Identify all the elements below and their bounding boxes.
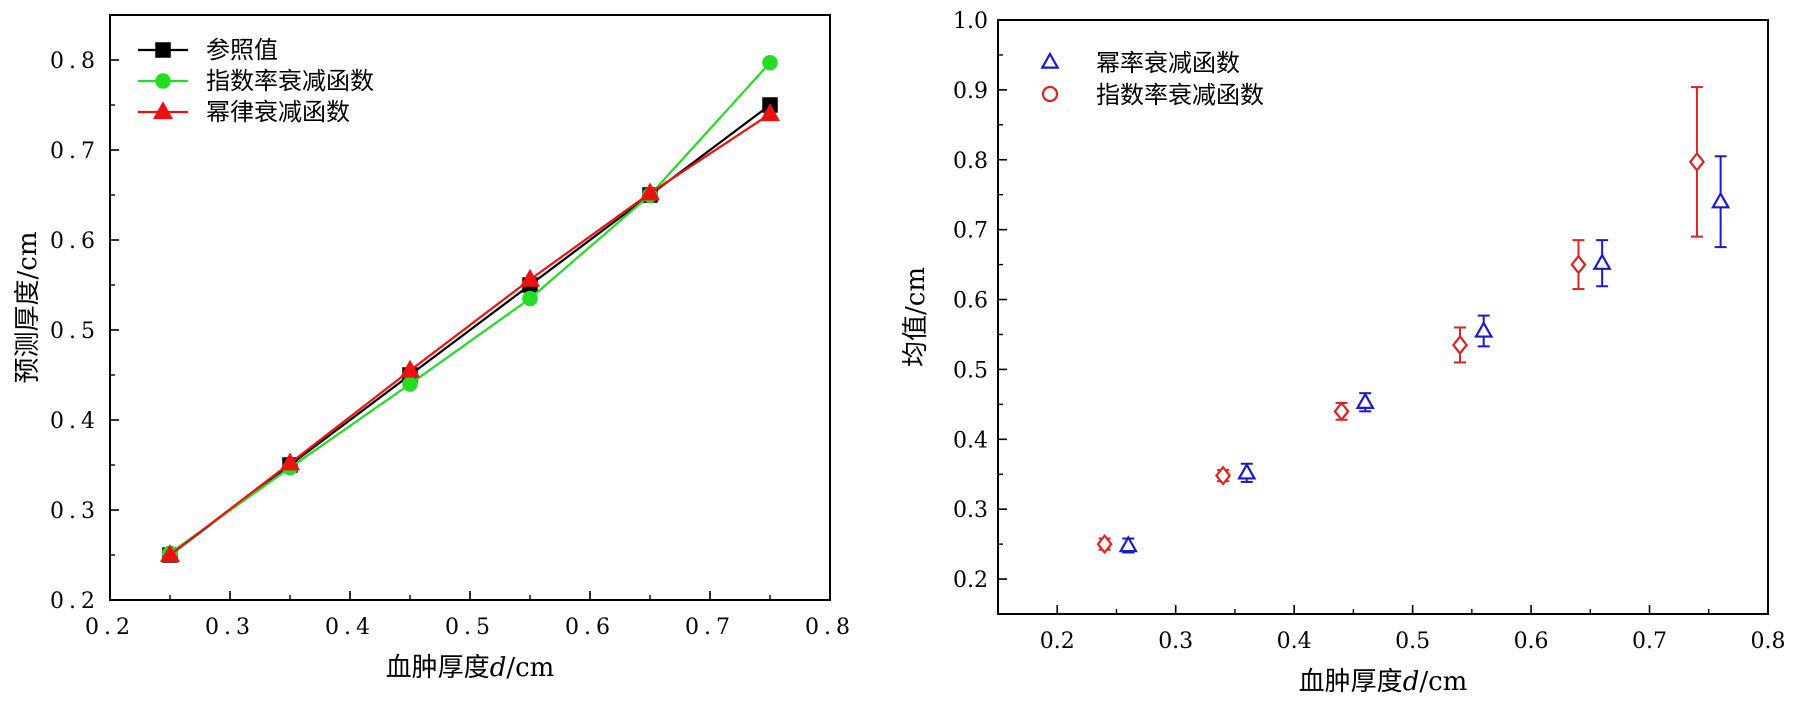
data-point xyxy=(1355,391,1375,409)
x-tick-label: 0.5 xyxy=(1395,629,1430,654)
y-tick-label: 0.6 xyxy=(50,229,100,254)
legend-marker xyxy=(1041,85,1059,103)
x-axis-title-unit: /cm xyxy=(506,653,554,683)
x-tick-label: 0.7 xyxy=(685,615,735,640)
y-tick-label: 0.2 xyxy=(953,568,988,593)
data-point xyxy=(639,182,661,201)
x-tick-label: 0.7 xyxy=(1632,629,1667,654)
series-power-law xyxy=(1118,155,1731,554)
x-tick-label: 0.2 xyxy=(1040,629,1075,654)
data-point xyxy=(522,290,538,307)
data-point xyxy=(762,54,778,71)
data-point xyxy=(1451,334,1469,356)
data-point xyxy=(1096,533,1113,555)
data-point xyxy=(159,544,181,563)
data-point xyxy=(1215,465,1232,486)
y-tick-label: 0.4 xyxy=(50,409,100,434)
x-tick-label: 0.8 xyxy=(1751,629,1786,654)
x-axis-title-prefix: 血肿厚度 xyxy=(1299,667,1403,697)
x-axis-title-prefix: 血肿厚度 xyxy=(386,653,490,683)
series-line xyxy=(169,61,771,555)
chart-right-mean-values: 0.2 0.3 0.4 0.5 0.6 0.7 0.8 0.2 0.3 0.4 0.5 0.6 0.7 0… xyxy=(901,9,1786,697)
y-tick-label: 0.8 xyxy=(953,149,988,174)
y-tick-label: 0.7 xyxy=(50,139,100,164)
y-tick-label: 0.6 xyxy=(953,289,988,314)
legend-label: 指数率衰减函数 xyxy=(206,67,374,95)
y-axis-title: 预测厚度/cm xyxy=(13,232,43,384)
legend-label: 幂率衰减函数 xyxy=(1096,49,1240,77)
data-point xyxy=(402,376,418,392)
data-point xyxy=(1474,320,1494,338)
series-line xyxy=(169,113,771,556)
y-tick-label: 0.3 xyxy=(50,499,100,524)
legend-marker xyxy=(1040,51,1060,69)
x-tick-label: 0.6 xyxy=(565,615,615,640)
data-point xyxy=(1711,191,1731,209)
series-exponential xyxy=(162,54,778,561)
x-tick-label: 0.2 xyxy=(85,615,135,640)
series-power-law xyxy=(159,103,781,563)
y-tick-label: 0.9 xyxy=(953,79,988,104)
data-point xyxy=(279,452,301,471)
x-axis-title: 血肿厚度d/cm xyxy=(386,653,555,683)
legend-label: 指数率衰减函数 xyxy=(1096,81,1264,109)
y-tick-label: 0.8 xyxy=(50,49,100,74)
legend-label: 幂律衰减函数 xyxy=(206,98,350,126)
x-tick-label: 0.3 xyxy=(1158,629,1193,654)
x-tick-label: 0.3 xyxy=(205,615,255,640)
y-axis-title: 均值/cm xyxy=(901,267,931,367)
x-axis-title: 血肿厚度d/cm xyxy=(1299,667,1468,697)
x-tick-label: 0.6 xyxy=(1514,629,1549,654)
legend-marker xyxy=(155,42,171,58)
plot-frame xyxy=(997,19,1769,615)
y-tick-label: 0.3 xyxy=(953,498,988,523)
x-axis-title-variable: d xyxy=(1403,667,1420,697)
x-tick-label: 0.8 xyxy=(805,615,855,640)
data-point xyxy=(1688,151,1705,173)
y-tick-label: 0.4 xyxy=(953,428,988,453)
x-tick-label: 0.4 xyxy=(1277,629,1312,654)
data-point xyxy=(1570,254,1587,275)
data-point xyxy=(399,359,421,378)
y-tick-label: 0.7 xyxy=(953,219,988,244)
y-tick-label: 0.5 xyxy=(953,358,988,383)
data-point xyxy=(1237,462,1257,480)
data-point xyxy=(1333,401,1350,422)
data-point xyxy=(1592,252,1612,270)
data-point xyxy=(759,103,781,122)
x-axis-title-variable: d xyxy=(490,653,507,683)
legend-marker xyxy=(152,101,174,120)
chart-left-predicted-thickness: 0.2 0.3 0.4 0.5 0.6 0.7 0.8 0.2 0.3 0.4 0.5 0.6 0.7 0… xyxy=(13,14,855,683)
data-point xyxy=(1118,535,1138,553)
y-tick-label: 0.5 xyxy=(50,319,100,344)
x-tick-label: 0.5 xyxy=(445,615,495,640)
data-point xyxy=(519,268,541,287)
series-exponential xyxy=(1096,86,1705,555)
x-tick-label: 0.4 xyxy=(325,615,375,640)
y-tick-label: 0.2 xyxy=(50,589,100,614)
y-tick-label: 1.0 xyxy=(953,9,988,34)
x-axis-title-unit: /cm xyxy=(1419,667,1467,697)
legend-label: 参照值 xyxy=(206,36,278,64)
legend-marker xyxy=(155,73,171,89)
